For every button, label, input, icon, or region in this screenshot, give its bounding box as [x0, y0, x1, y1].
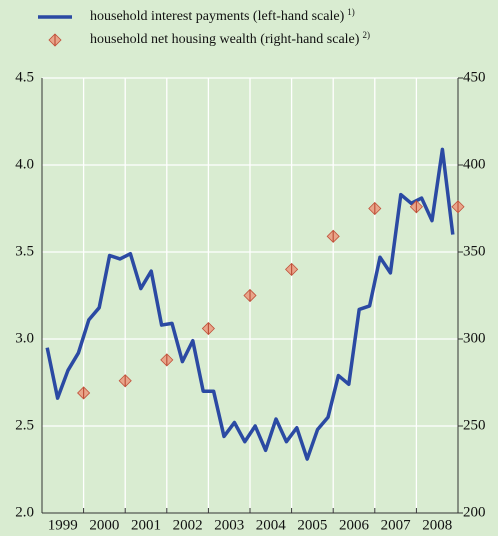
legend-label: household interest payments (left-hand s… — [90, 9, 345, 24]
x-tick-label: 1999 — [48, 517, 78, 533]
x-tick-label: 2000 — [89, 517, 119, 533]
x-tick-label: 2005 — [297, 517, 327, 533]
x-tick-label: 2002 — [173, 517, 203, 533]
diamond-marker — [285, 262, 299, 276]
diamond-marker — [201, 321, 215, 336]
diamond-marker — [118, 374, 132, 388]
x-tick-label: 2003 — [214, 517, 244, 533]
legend-footnote: 1) — [347, 7, 355, 17]
x-tick-label: 2004 — [256, 517, 287, 533]
y-tick-label: 2.5 — [15, 417, 34, 433]
legend-footnote: 2) — [362, 30, 370, 40]
x-tick-label: 2007 — [381, 517, 412, 533]
diamond-marker — [326, 229, 340, 243]
diamond-marker — [77, 386, 91, 400]
y-tick-label: 3.0 — [15, 330, 34, 346]
diamond-marker — [243, 288, 257, 303]
legend-label: household net housing wealth (right-hand… — [90, 32, 360, 47]
y2-tick-label: 400 — [463, 156, 486, 172]
diamond-marker — [451, 200, 465, 214]
line — [45, 147, 455, 461]
y2-tick-label: 250 — [463, 417, 486, 433]
y-tick-label: 4.0 — [15, 156, 34, 172]
y-tick-label: 2.0 — [15, 504, 34, 520]
y2-tick-label: 350 — [463, 243, 486, 259]
y-tick-label: 3.5 — [15, 243, 34, 259]
y2-tick-label: 200 — [463, 504, 486, 520]
x-tick-label: 2001 — [131, 517, 161, 533]
diamond-marker — [160, 353, 174, 367]
x-tick-label: 2008 — [422, 517, 452, 533]
x-tick-label: 2006 — [339, 517, 370, 533]
diamond-marker — [368, 201, 382, 216]
y2-tick-label: 450 — [463, 69, 486, 85]
y2-tick-label: 300 — [463, 330, 486, 346]
diamond-marker — [409, 200, 423, 214]
y-tick-label: 4.5 — [15, 69, 34, 85]
